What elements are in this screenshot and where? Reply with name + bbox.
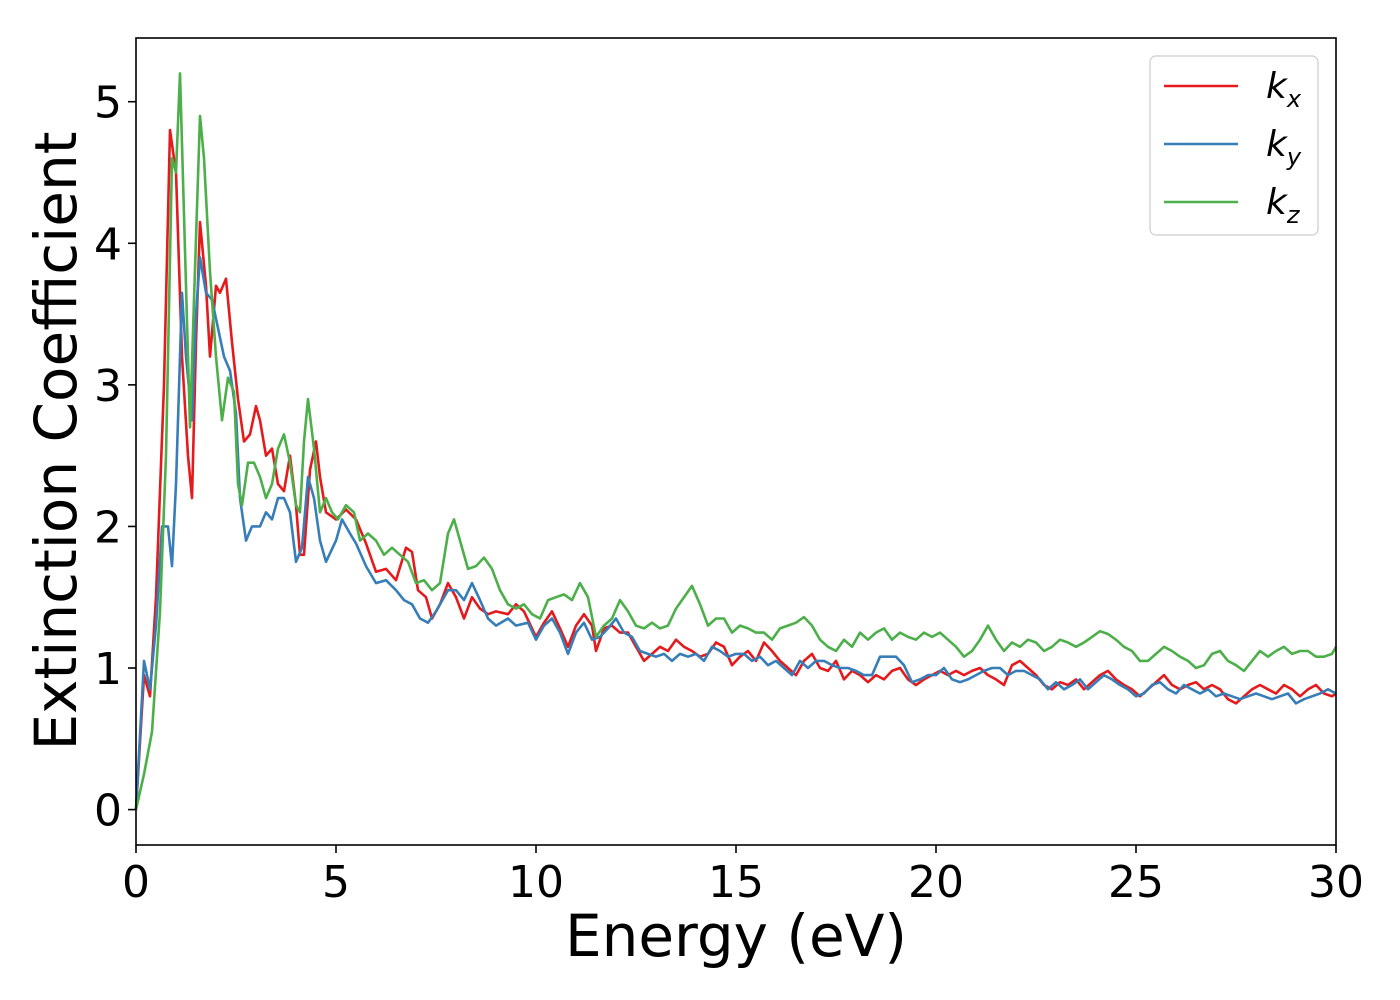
y-tick-label: 4 (94, 219, 122, 270)
y-tick-label: 3 (94, 361, 122, 412)
legend-label-ky: ky (1266, 124, 1302, 171)
y-axis: 0 1 2 3 4 5 (94, 78, 136, 837)
series-layer (134, 72, 1338, 810)
y-axis-title: Extinction Coefficient (22, 132, 90, 751)
x-axis: 0 5 10 15 20 25 30 (122, 845, 1364, 908)
series-line-kx (134, 128, 1337, 810)
series-line-ky (134, 256, 1337, 810)
x-tick-label: 10 (508, 857, 564, 908)
legend-label-kz: kz (1266, 182, 1301, 229)
x-axis-title: Energy (eV) (565, 902, 907, 970)
x-tick-label: 20 (908, 857, 964, 908)
x-tick-label: 15 (708, 857, 764, 908)
legend-box (1149, 55, 1319, 236)
x-tick-label: 5 (322, 857, 350, 908)
y-tick-label: 5 (94, 78, 122, 129)
x-tick-label: 0 (122, 857, 150, 908)
legend-label-kx: kx (1266, 66, 1302, 113)
legend: kx ky kz (1149, 55, 1319, 236)
x-tick-label: 25 (1108, 857, 1164, 908)
legend-entries: kx ky kz (1164, 66, 1302, 229)
series-line-kz (134, 72, 1338, 810)
y-tick-label: 0 (94, 786, 122, 837)
y-tick-label: 2 (94, 502, 122, 553)
y-tick-label: 1 (94, 644, 122, 695)
x-tick-label: 30 (1308, 857, 1364, 908)
